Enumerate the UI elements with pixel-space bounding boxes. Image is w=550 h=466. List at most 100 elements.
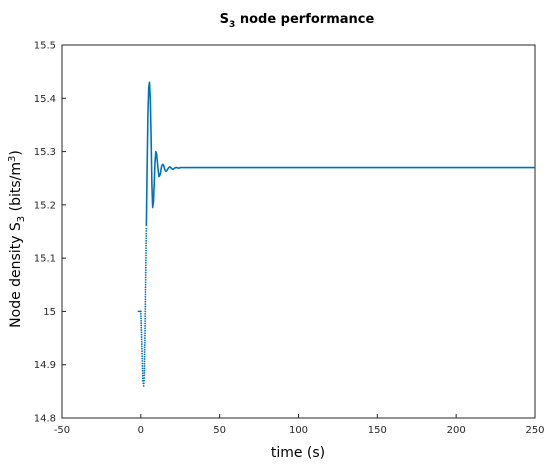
series-transient-dot <box>145 254 147 257</box>
series-transient-dot <box>144 310 147 313</box>
series-transient-dot <box>145 232 148 235</box>
series-transient-dot <box>144 259 147 262</box>
series-transient-dot <box>144 288 147 291</box>
series-transient-dot <box>144 295 147 298</box>
series-transient-dot <box>144 274 147 276</box>
series-transient-dot <box>142 385 145 387</box>
x-tick-label: 250 <box>525 425 544 436</box>
series-transient-dot <box>144 264 147 267</box>
series-transient-dot <box>141 369 144 372</box>
series-transient-dot <box>143 360 146 363</box>
series-transient-dot <box>140 340 143 343</box>
series-transient-dot <box>144 320 147 323</box>
series-transient-dot <box>141 355 144 358</box>
x-tick-label: 150 <box>368 425 387 436</box>
series-transient-dot <box>139 310 142 313</box>
series-transient-dot <box>144 281 147 284</box>
series-transient-dot <box>144 293 147 296</box>
series-transient-dot <box>143 344 146 346</box>
series-transient-dot <box>144 315 147 318</box>
series-transient-dot <box>144 298 147 301</box>
series-transient-dot <box>143 362 146 365</box>
series-transient-dot <box>144 283 147 286</box>
series-transient-dot <box>141 365 144 367</box>
series-transient-dot <box>145 242 148 245</box>
series-transient-dot <box>145 227 148 230</box>
series-transient-dot <box>143 346 146 349</box>
series-transient-dot <box>144 300 147 303</box>
y-tick-label: 15.4 <box>34 94 56 105</box>
series-transient-dot <box>143 365 146 367</box>
series-transient-dot <box>141 372 144 375</box>
series-transient-dot <box>143 374 146 377</box>
series-transient-dot <box>144 334 146 337</box>
series-transient-dot <box>140 324 143 327</box>
y-tick-label: 15.5 <box>34 41 56 52</box>
series-transient-dot <box>144 329 146 332</box>
series-transient-dot <box>144 327 146 330</box>
series-transient-dot <box>141 374 144 377</box>
series-transient-dot <box>144 269 147 272</box>
series-transient-dot <box>141 362 144 365</box>
series-transient-dot <box>145 257 147 259</box>
series-transient-dot <box>143 367 146 370</box>
x-tick-label: -50 <box>54 425 70 436</box>
y-axis-label: Node density S3 (bits/m3) <box>7 150 27 328</box>
series-transient-dot <box>143 379 145 382</box>
series-transient-dot <box>140 336 143 338</box>
series-transient-dot <box>143 339 146 342</box>
series-transient-dot <box>141 347 143 350</box>
series-transient-dot <box>144 308 147 310</box>
series-transient-dot <box>144 312 147 315</box>
series-transient-dot <box>144 303 147 306</box>
series-transient-dot <box>141 360 144 362</box>
series-layer <box>137 81 535 387</box>
x-tick-label: 100 <box>289 425 308 436</box>
series-transient-dot <box>144 325 146 327</box>
series-transient-dot <box>145 244 147 247</box>
series-transient-dot <box>140 315 142 317</box>
series-transient-dot <box>140 317 142 320</box>
y-tick-label: 15.3 <box>34 147 56 158</box>
series-transient-dot <box>141 357 144 360</box>
series-transient-dot <box>145 239 148 242</box>
series-transient-dot <box>144 317 147 320</box>
series-transient-dot <box>142 382 145 385</box>
series-transient-dot <box>143 372 146 374</box>
series-line-0 <box>145 81 535 227</box>
series-transient-dot <box>140 319 143 322</box>
series-transient-dot <box>145 247 147 250</box>
series-transient-dot <box>140 343 143 345</box>
y-tick-label: 14.8 <box>34 414 56 425</box>
series-transient-dot <box>143 341 146 344</box>
series-transient-dot <box>144 291 147 293</box>
series-transient-dot <box>140 333 143 336</box>
series-transient-dot <box>144 271 147 274</box>
series-transient-dot <box>140 345 143 348</box>
series-transient-dot <box>143 348 146 351</box>
series-transient-dot <box>144 276 147 279</box>
series-transient-dot <box>140 326 143 329</box>
series-transient-dot <box>144 266 147 269</box>
series-transient-dot <box>144 305 147 308</box>
series-transient-dot <box>140 312 142 315</box>
x-tick-label: 200 <box>447 425 466 436</box>
series-transient-dot <box>143 355 146 358</box>
series-transient-dot <box>143 377 146 379</box>
x-tick-label: 0 <box>138 425 144 436</box>
series-transient-dot <box>145 249 147 252</box>
series-transient-dot <box>145 237 148 240</box>
series-transient-dot <box>141 352 143 355</box>
x-tick-label: 50 <box>213 425 226 436</box>
x-axis-label: time (s) <box>271 445 325 461</box>
series-transient-dot <box>144 279 147 281</box>
series-transient-dot <box>145 252 147 254</box>
series-transient-dot <box>140 338 143 341</box>
y-tick-label: 15 <box>43 307 56 318</box>
series-transient-dot <box>143 353 146 356</box>
series-transient-dot <box>140 329 143 331</box>
series-transient-dot <box>144 286 147 289</box>
series-transient-dot <box>140 322 143 324</box>
y-tick-label: 14.9 <box>34 360 56 371</box>
